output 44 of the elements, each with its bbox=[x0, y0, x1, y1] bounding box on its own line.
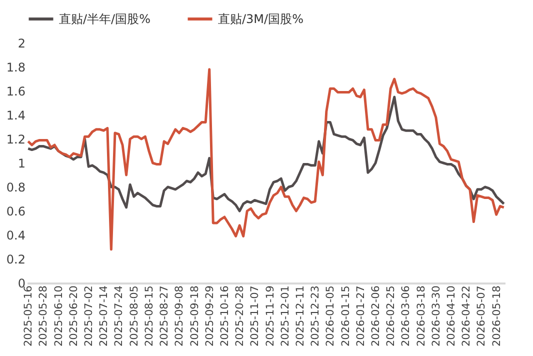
x-tick-label: 2025-07-14 bbox=[98, 285, 110, 347]
x-tick-label: 2025-07-02 bbox=[83, 286, 96, 347]
x-tick-label: 2026-01-05 bbox=[324, 286, 337, 347]
x-tick-label: 2026-05-07 bbox=[476, 286, 488, 347]
legend-label: 直贴/半年/国股% bbox=[59, 12, 150, 26]
x-tick-label: 2025-11-07 bbox=[249, 286, 262, 347]
x-tick-label: 2026-03-18 bbox=[415, 286, 428, 347]
x-tick-label: 2026-04-10 bbox=[446, 286, 458, 347]
x-tick-label: 2025-08-15 bbox=[143, 286, 156, 347]
y-tick-label: 1.6 bbox=[6, 84, 26, 98]
x-tick-label: 2025-12-23 bbox=[310, 286, 322, 347]
legend-label: 直贴/3M/国股% bbox=[218, 12, 304, 26]
x-tick-label: 2025-09-18 bbox=[188, 286, 201, 347]
x-tick-label: 2025-08-05 bbox=[128, 286, 140, 347]
y-tick-label: 1.4 bbox=[6, 108, 26, 122]
y-tick-label: 0.2 bbox=[6, 252, 26, 266]
x-tick-label: 2025-07-24 bbox=[113, 285, 126, 347]
x-tick-label: 2025-09-08 bbox=[174, 286, 186, 347]
x-tick-label: 2025-11-19 bbox=[264, 286, 276, 347]
y-tick-label: 2 bbox=[18, 36, 26, 50]
y-tick-label: 1.8 bbox=[6, 60, 26, 74]
x-tick-label: 2026-02-06 bbox=[370, 285, 382, 347]
x-tick-label: 2025-12-01 bbox=[279, 286, 292, 347]
y-tick-label: 0.6 bbox=[6, 204, 26, 218]
x-tick-label: 2026-03-30 bbox=[430, 286, 442, 347]
x-tick-label: 2025-12-11 bbox=[294, 286, 306, 347]
x-tick-label: 2026-04-22 bbox=[460, 286, 473, 347]
x-tick-label: 2026-05-18 bbox=[490, 286, 503, 347]
x-tick-label: 2026-01-15 bbox=[340, 286, 352, 347]
x-tick-label: 2025-06-20 bbox=[68, 286, 80, 347]
x-tick-label: 2025-06-10 bbox=[52, 286, 65, 347]
line-series bbox=[26, 68, 506, 251]
x-tick-label: 2025-10-16 bbox=[218, 285, 231, 347]
x-tick-label: 2025-20-28 bbox=[234, 286, 246, 347]
x-tick-label: 2025-09-29 bbox=[204, 286, 216, 347]
x-tick-label: 2025-05-28 bbox=[38, 286, 50, 347]
x-tick-label: 2026-03-06 bbox=[400, 285, 412, 347]
y-tick-label: 1.2 bbox=[6, 132, 26, 146]
y-tick-label: 0.8 bbox=[6, 180, 26, 194]
x-tick-label: 2025-08-27 bbox=[158, 286, 171, 347]
y-tick-label: 0.4 bbox=[6, 228, 26, 242]
x-tick-label: 2026-01-27 bbox=[354, 286, 367, 347]
y-tick-label: 1 bbox=[18, 156, 26, 170]
x-tick-label: 2026-02-25 bbox=[385, 286, 398, 347]
